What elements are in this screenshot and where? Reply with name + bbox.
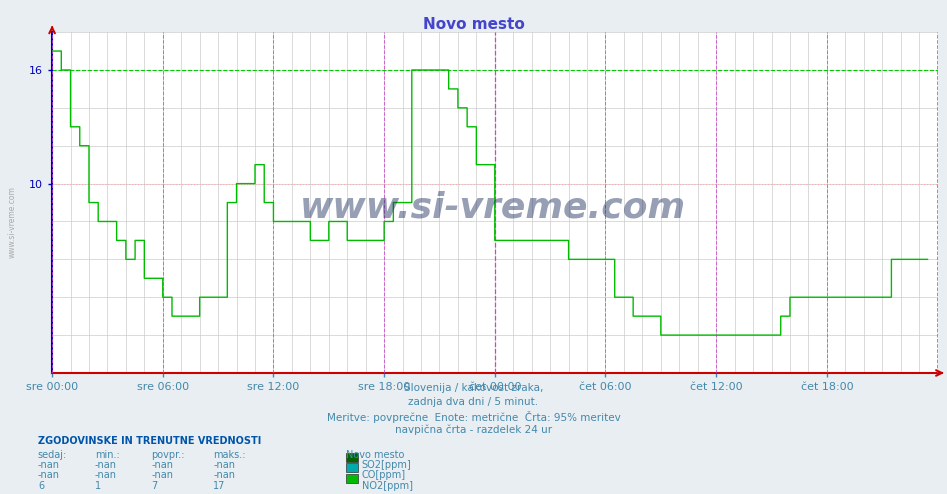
Text: maks.:: maks.: [213,450,245,459]
Text: Novo mesto: Novo mesto [422,17,525,32]
Text: -nan: -nan [95,460,116,470]
Text: sedaj:: sedaj: [38,450,67,459]
Text: SO2[ppm]: SO2[ppm] [362,460,412,470]
Text: Novo mesto: Novo mesto [346,450,404,459]
Text: 6: 6 [38,481,44,491]
Text: Meritve: povprečne  Enote: metrične  Črta: 95% meritev: Meritve: povprečne Enote: metrične Črta:… [327,411,620,422]
Text: -nan: -nan [38,470,60,480]
Text: 17: 17 [213,481,225,491]
Text: www.si-vreme.com: www.si-vreme.com [299,191,686,224]
Text: zadnja dva dni / 5 minut.: zadnja dva dni / 5 minut. [408,397,539,407]
Text: -nan: -nan [152,470,173,480]
Text: min.:: min.: [95,450,119,459]
Text: www.si-vreme.com: www.si-vreme.com [8,186,17,258]
Text: -nan: -nan [95,470,116,480]
Text: -nan: -nan [38,460,60,470]
Text: 7: 7 [152,481,158,491]
Text: -nan: -nan [213,470,235,480]
Text: -nan: -nan [152,460,173,470]
Text: NO2[ppm]: NO2[ppm] [362,481,413,491]
Text: Slovenija / kakovost zraka,: Slovenija / kakovost zraka, [403,383,544,393]
Text: 1: 1 [95,481,100,491]
Text: CO[ppm]: CO[ppm] [362,470,406,480]
Text: -nan: -nan [213,460,235,470]
Text: povpr.:: povpr.: [152,450,185,459]
Text: ZGODOVINSKE IN TRENUTNE VREDNOSTI: ZGODOVINSKE IN TRENUTNE VREDNOSTI [38,436,261,446]
Text: navpična črta - razdelek 24 ur: navpična črta - razdelek 24 ur [395,424,552,435]
